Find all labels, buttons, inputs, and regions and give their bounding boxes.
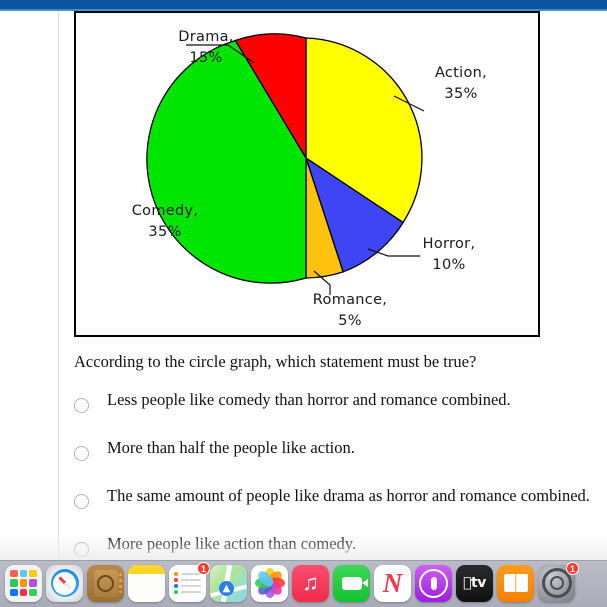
answer-choice-1[interactable]: Less people like comedy than horror and … (74, 390, 607, 439)
notes-icon[interactable] (128, 564, 165, 602)
pie-label-comedy-name: Comedy, (131, 203, 199, 219)
app-top-bar-highlight (0, 9, 607, 11)
answer-choice-2-text: More than half the people like action. (107, 438, 355, 457)
system-settings-badge: 1 (566, 561, 579, 575)
maps-icon[interactable]: ▲ (210, 564, 247, 602)
dock-item-notes[interactable] (128, 564, 167, 604)
dock-item-launchpad[interactable] (5, 564, 44, 604)
pie-label-drama-name: Drama, (178, 29, 234, 45)
contacts-icon[interactable] (87, 564, 124, 602)
reminders-badge: 1 (197, 561, 210, 575)
news-icon[interactable]: N (374, 564, 411, 602)
dock-item-contacts[interactable] (87, 564, 126, 604)
maps-pin-icon: ▲ (219, 580, 234, 596)
leader-line-romance (313, 270, 331, 295)
pie-label-horror-value: 10% (432, 257, 466, 274)
pie-slice-action (305, 37, 423, 224)
pie-label-horror-name: Horror, (422, 236, 476, 252)
pie-label-drama-value: 15% (189, 50, 223, 67)
leader-line-horror (367, 248, 420, 257)
safari-icon[interactable] (46, 564, 83, 602)
pie-label-horror: Horror, 10% (404, 234, 494, 276)
dock-item-podcasts[interactable] (415, 564, 454, 604)
app-top-bar (0, 0, 607, 9)
pie-label-romance: Romance, 5% (288, 290, 412, 332)
facetime-camera-icon[interactable] (333, 564, 370, 602)
macos-dock: 1 ▲ (0, 560, 607, 607)
pie-label-romance-value: 5% (338, 313, 362, 330)
pie-label-romance-name: Romance, (312, 292, 388, 308)
dock-item-news[interactable]: N (374, 564, 413, 604)
answer-choice-list: Less people like comedy than horror and … (74, 390, 607, 583)
leader-line-action (393, 95, 425, 112)
pie-label-action: Action, 35% (416, 63, 506, 105)
pie-label-comedy: Comedy, 35% (114, 201, 216, 243)
dock-item-reminders[interactable]: 1 (169, 561, 210, 604)
pie-label-drama: Drama, 15% (160, 27, 252, 69)
dock-item-safari[interactable] (46, 564, 85, 604)
page-margin-rule (58, 11, 59, 560)
dock-item-music[interactable]: ♫ (292, 564, 331, 604)
dock-item-appletv[interactable]: tv (456, 564, 495, 604)
dock-item-system-settings[interactable]: 1 (538, 561, 579, 604)
radio-button-icon[interactable] (74, 446, 89, 461)
answer-choice-3[interactable]: The same amount of people like drama as … (74, 486, 607, 535)
pie-chart-svg (146, 33, 425, 295)
dock-item-facetime[interactable] (333, 564, 372, 604)
pie-slice-comedy (146, 39, 307, 284)
launchpad-icon[interactable] (5, 564, 42, 602)
podcasts-icon[interactable] (415, 564, 452, 602)
answer-choice-4-text: More people like action than comedy. (107, 534, 357, 553)
answer-choice-2[interactable]: More than half the people like action. (74, 438, 607, 487)
answer-choice-1-text: Less people like comedy than horror and … (107, 390, 511, 409)
circle-graph-figure: Drama, 15% Action, 35% Comedy, 35% Horro… (74, 11, 540, 337)
pie-label-comedy-value: 35% (148, 224, 182, 241)
question-prompt: According to the circle graph, which sta… (74, 352, 477, 371)
document-page: Drama, 15% Action, 35% Comedy, 35% Horro… (0, 11, 607, 560)
books-icon[interactable] (497, 564, 534, 602)
gear-icon[interactable] (538, 564, 575, 602)
photos-icon[interactable] (251, 564, 288, 602)
dock-item-photos[interactable] (251, 564, 290, 604)
pie-slice-drama (234, 33, 307, 161)
apple-tv-icon[interactable]: tv (456, 564, 493, 602)
pie-label-action-name: Action, (434, 65, 488, 81)
leader-line-drama (186, 44, 255, 64)
dock-item-maps[interactable]: ▲ (210, 564, 249, 604)
answer-choice-3-text: The same amount of people like drama as … (107, 486, 590, 505)
radio-button-icon[interactable] (74, 494, 89, 509)
radio-button-icon[interactable] (74, 542, 89, 557)
music-note-icon[interactable]: ♫ (292, 564, 329, 602)
pie-label-action-value: 35% (444, 86, 478, 103)
dock-item-books[interactable] (497, 564, 536, 604)
radio-button-icon[interactable] (74, 398, 89, 413)
